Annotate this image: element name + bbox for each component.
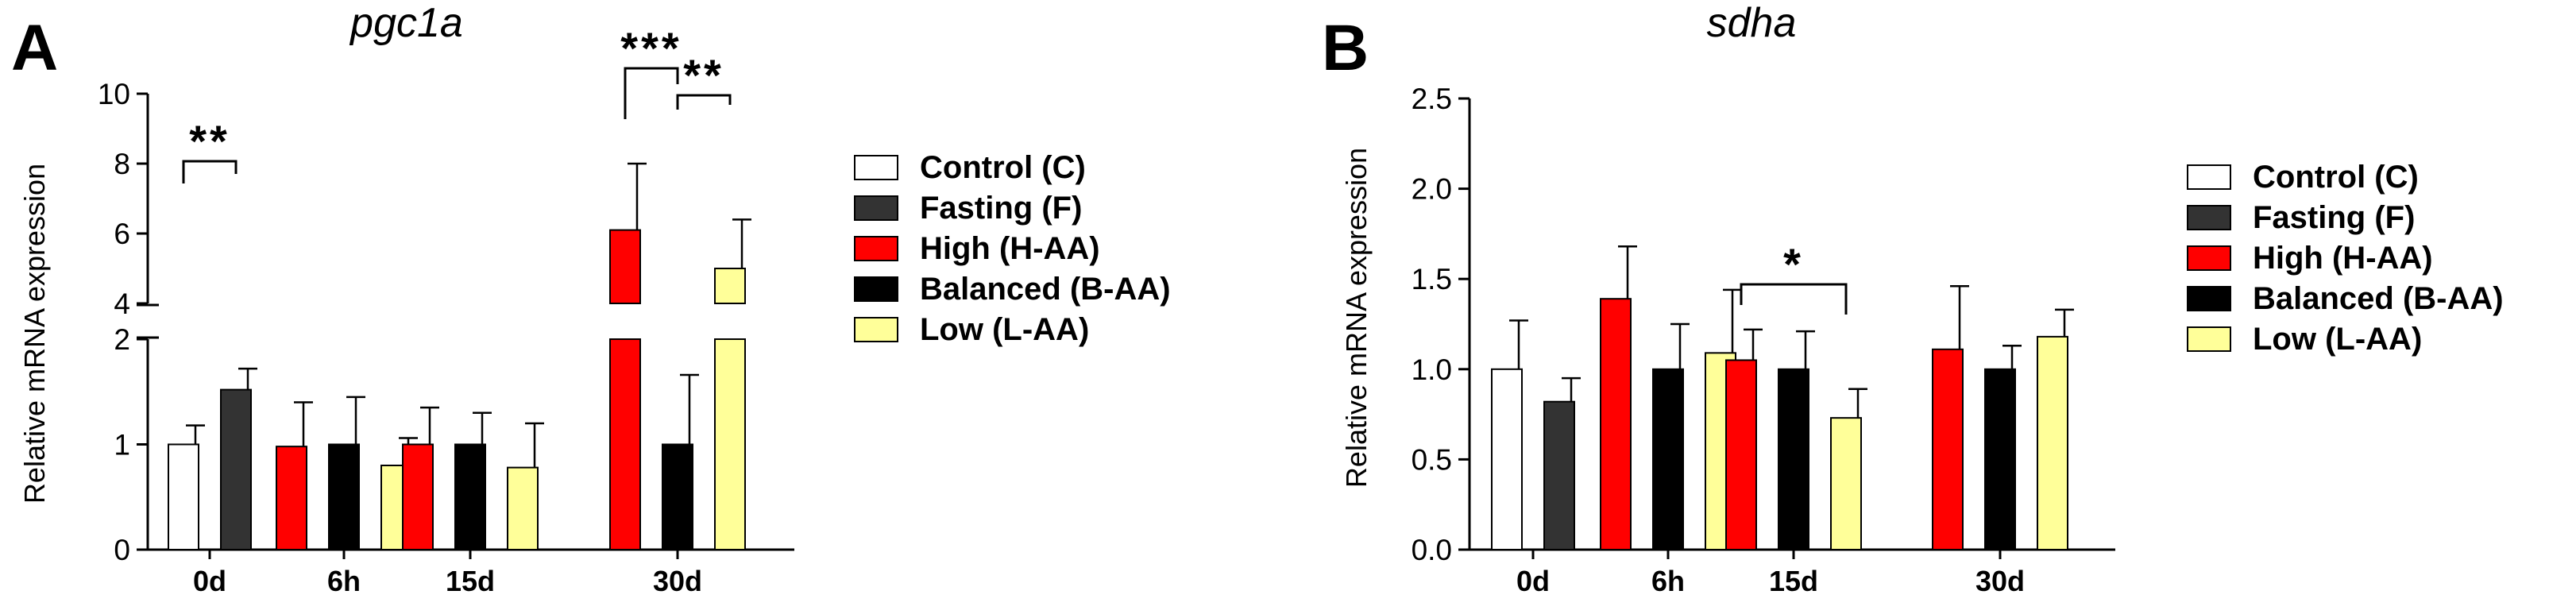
legend-label-low: Low (L-AA) bbox=[2253, 322, 2422, 357]
bar-fasting-0d bbox=[220, 388, 252, 550]
bar-high-15d bbox=[402, 443, 434, 550]
legend-label-fasting: Fasting (F) bbox=[920, 191, 1082, 226]
y-tick-label-a: 0 bbox=[114, 534, 130, 566]
legend-swatch-low bbox=[2187, 326, 2231, 352]
x-category-label-a: 30d bbox=[653, 565, 702, 597]
bar-balanced-30d bbox=[1984, 368, 2016, 550]
significance-label: ** bbox=[189, 116, 230, 166]
y-tick-label-b: 2.5 bbox=[1412, 83, 1452, 115]
significance-bracket bbox=[624, 67, 679, 119]
bar-low-30d-lower bbox=[714, 338, 746, 550]
significance-label: ** bbox=[683, 50, 724, 100]
bar-balanced-6h bbox=[328, 443, 360, 550]
bar-balanced-6h bbox=[1652, 368, 1684, 550]
bar-control-0d bbox=[1491, 368, 1523, 550]
legend-label-balanced: Balanced (B-AA) bbox=[2253, 281, 2504, 316]
y-axis-label-a: Relative mRNA expression bbox=[18, 164, 51, 504]
legend-swatch-fasting bbox=[2187, 205, 2231, 230]
y-tick-label-b: 1.5 bbox=[1412, 263, 1452, 295]
bar-high-30d bbox=[1932, 348, 1964, 551]
x-category-label-b: 6h bbox=[1651, 565, 1685, 597]
x-category-label-b: 0d bbox=[1516, 565, 1550, 597]
legend-label-balanced: Balanced (B-AA) bbox=[920, 272, 1171, 307]
legend-label-high: High (H-AA) bbox=[2253, 241, 2433, 276]
legend-a: Control (C) Fasting (F) High (H-AA) Balance… bbox=[854, 150, 1171, 347]
legend-label-low: Low (L-AA) bbox=[920, 312, 1089, 347]
bar-low-15d bbox=[1830, 417, 1862, 550]
bar-low-15d bbox=[507, 466, 539, 551]
legend-swatch-balanced bbox=[2187, 286, 2231, 311]
significance-bracket bbox=[182, 160, 238, 183]
y-tick-label-a: 1 bbox=[114, 429, 130, 461]
panel-b: B sdha Relative mRNA expression 0.0 0.5 1.… bbox=[1322, 0, 2504, 597]
bar-high-6h bbox=[1600, 298, 1632, 550]
y-tick-label-a: 10 bbox=[98, 78, 130, 110]
chart-title-pgc1a: pgc1a bbox=[349, 0, 463, 46]
bar-low-30d bbox=[714, 268, 746, 304]
bar-high-30d bbox=[609, 229, 641, 305]
panel-letter-a: A bbox=[11, 12, 58, 84]
y-tick-label-b: 0.5 bbox=[1412, 443, 1452, 476]
plot-b: 0.0 0.5 1.0 1.5 2.0 2.5 0d 6h 15d 30d * bbox=[1412, 83, 2115, 597]
significance-label: *** bbox=[620, 23, 682, 73]
significance-bracket bbox=[676, 94, 732, 110]
bar-high-30d-lower bbox=[609, 338, 641, 550]
significance-bracket bbox=[1740, 283, 1848, 315]
legend-b: Control (C) Fasting (F) High (H-AA) Balance… bbox=[2187, 160, 2504, 357]
bar-break-gap bbox=[608, 304, 642, 338]
y-tick-label-a: 8 bbox=[114, 148, 130, 180]
y-tick-label-a: 6 bbox=[114, 218, 130, 250]
legend-swatch-high bbox=[2187, 245, 2231, 271]
legend-swatch-low bbox=[854, 317, 898, 342]
bar-break-gap bbox=[713, 304, 747, 338]
legend-label-control: Control (C) bbox=[920, 150, 1086, 185]
legend-label-control: Control (C) bbox=[2253, 160, 2419, 195]
y-tick-label-b: 0.0 bbox=[1412, 534, 1452, 566]
panel-letter-b: B bbox=[1322, 12, 1369, 84]
legend-label-fasting: Fasting (F) bbox=[2253, 200, 2415, 235]
y-axis-label-b: Relative mRNA expression bbox=[1340, 148, 1373, 488]
legend-swatch-balanced bbox=[854, 276, 898, 302]
x-category-label-a: 15d bbox=[446, 565, 495, 597]
bar-balanced-15d bbox=[454, 443, 486, 550]
legend-swatch-fasting bbox=[854, 195, 898, 221]
x-category-label-b: 30d bbox=[1975, 565, 2025, 597]
bar-low-30d bbox=[2037, 335, 2068, 550]
chart-title-sdha: sdha bbox=[1707, 0, 1797, 46]
significance-label: * bbox=[1783, 239, 1804, 289]
x-category-label-a: 0d bbox=[193, 565, 226, 597]
y-tick-label-a: 2 bbox=[114, 323, 130, 356]
bar-control-0d bbox=[168, 443, 199, 550]
legend-swatch-high bbox=[854, 236, 898, 261]
legend-swatch-control bbox=[2187, 164, 2231, 190]
y-tick-label-b: 1.0 bbox=[1412, 353, 1452, 386]
bar-high-6h bbox=[276, 446, 307, 551]
panel-a: A pgc1a Relative mRNA expression 0 1 24 6 8 1… bbox=[11, 0, 1171, 597]
bar-balanced-30d bbox=[662, 443, 693, 550]
x-category-label-a: 6h bbox=[327, 565, 361, 597]
y-tick-label-b: 2.0 bbox=[1412, 173, 1452, 206]
bar-fasting-0d bbox=[1543, 400, 1575, 551]
x-category-label-b: 15d bbox=[1769, 565, 1818, 597]
legend-label-high: High (H-AA) bbox=[920, 231, 1100, 266]
y-tick-label-a: 4 bbox=[114, 288, 130, 320]
bar-high-15d bbox=[1725, 359, 1757, 550]
bar-balanced-15d bbox=[1778, 368, 1809, 550]
legend-swatch-control bbox=[854, 155, 898, 180]
